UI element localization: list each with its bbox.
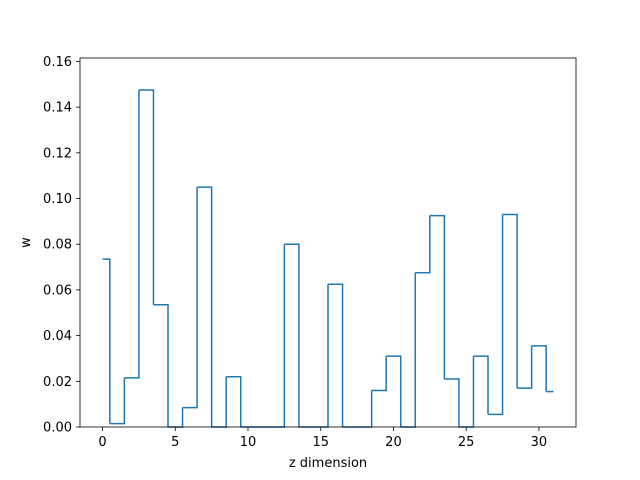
- step-segment: [386, 355, 402, 427]
- step-segment: [226, 375, 242, 427]
- step-segment: [153, 304, 169, 427]
- y-tick-label: 0.08: [43, 238, 72, 253]
- x-tick-label: 0: [98, 435, 106, 450]
- x-tick-label: 10: [240, 435, 257, 450]
- plot-frame: [79, 57, 577, 428]
- y-axis-label: w: [19, 237, 34, 248]
- y-tick-label: 0.16: [43, 55, 72, 70]
- x-tick-label: 25: [458, 435, 475, 450]
- step-segment: [488, 214, 504, 416]
- step-segment: [444, 378, 460, 427]
- step-segment: [284, 243, 300, 427]
- step-segment: [429, 214, 446, 380]
- axes: 0 5 10 15 20 25 30 0.00 0.02 0.04 0.06 0.08 0.10 0.12…: [43, 55, 547, 450]
- y-tick-label: 0.04: [43, 329, 72, 344]
- x-tick-label: 15: [312, 435, 329, 450]
- y-tick-label: 0.10: [43, 192, 72, 207]
- step-segment: [415, 215, 431, 274]
- step-segment: [109, 377, 126, 425]
- step-segment: [102, 258, 111, 424]
- step-segment: [138, 89, 155, 305]
- step-segment: [502, 213, 518, 389]
- step-segment: [124, 89, 140, 379]
- step-segment: [517, 345, 533, 389]
- y-tick-label: 0.06: [43, 283, 72, 298]
- step-segment: [328, 283, 344, 427]
- y-tick-label: 0.02: [43, 375, 72, 390]
- y-tick-label: 0.14: [43, 101, 72, 116]
- step-segment: [473, 355, 489, 415]
- x-axis-label: z dimension: [289, 456, 367, 471]
- y-tick-label: 0.12: [43, 146, 72, 161]
- step-segment: [197, 186, 213, 427]
- x-tick-label: 20: [385, 435, 402, 450]
- x-tick-label: 5: [171, 435, 179, 450]
- step-segment: [531, 345, 547, 392]
- step-segment: [371, 356, 387, 392]
- x-tick-label: 30: [531, 435, 548, 450]
- y-tick-label: 0.00: [43, 421, 72, 436]
- step-segment: [182, 187, 198, 409]
